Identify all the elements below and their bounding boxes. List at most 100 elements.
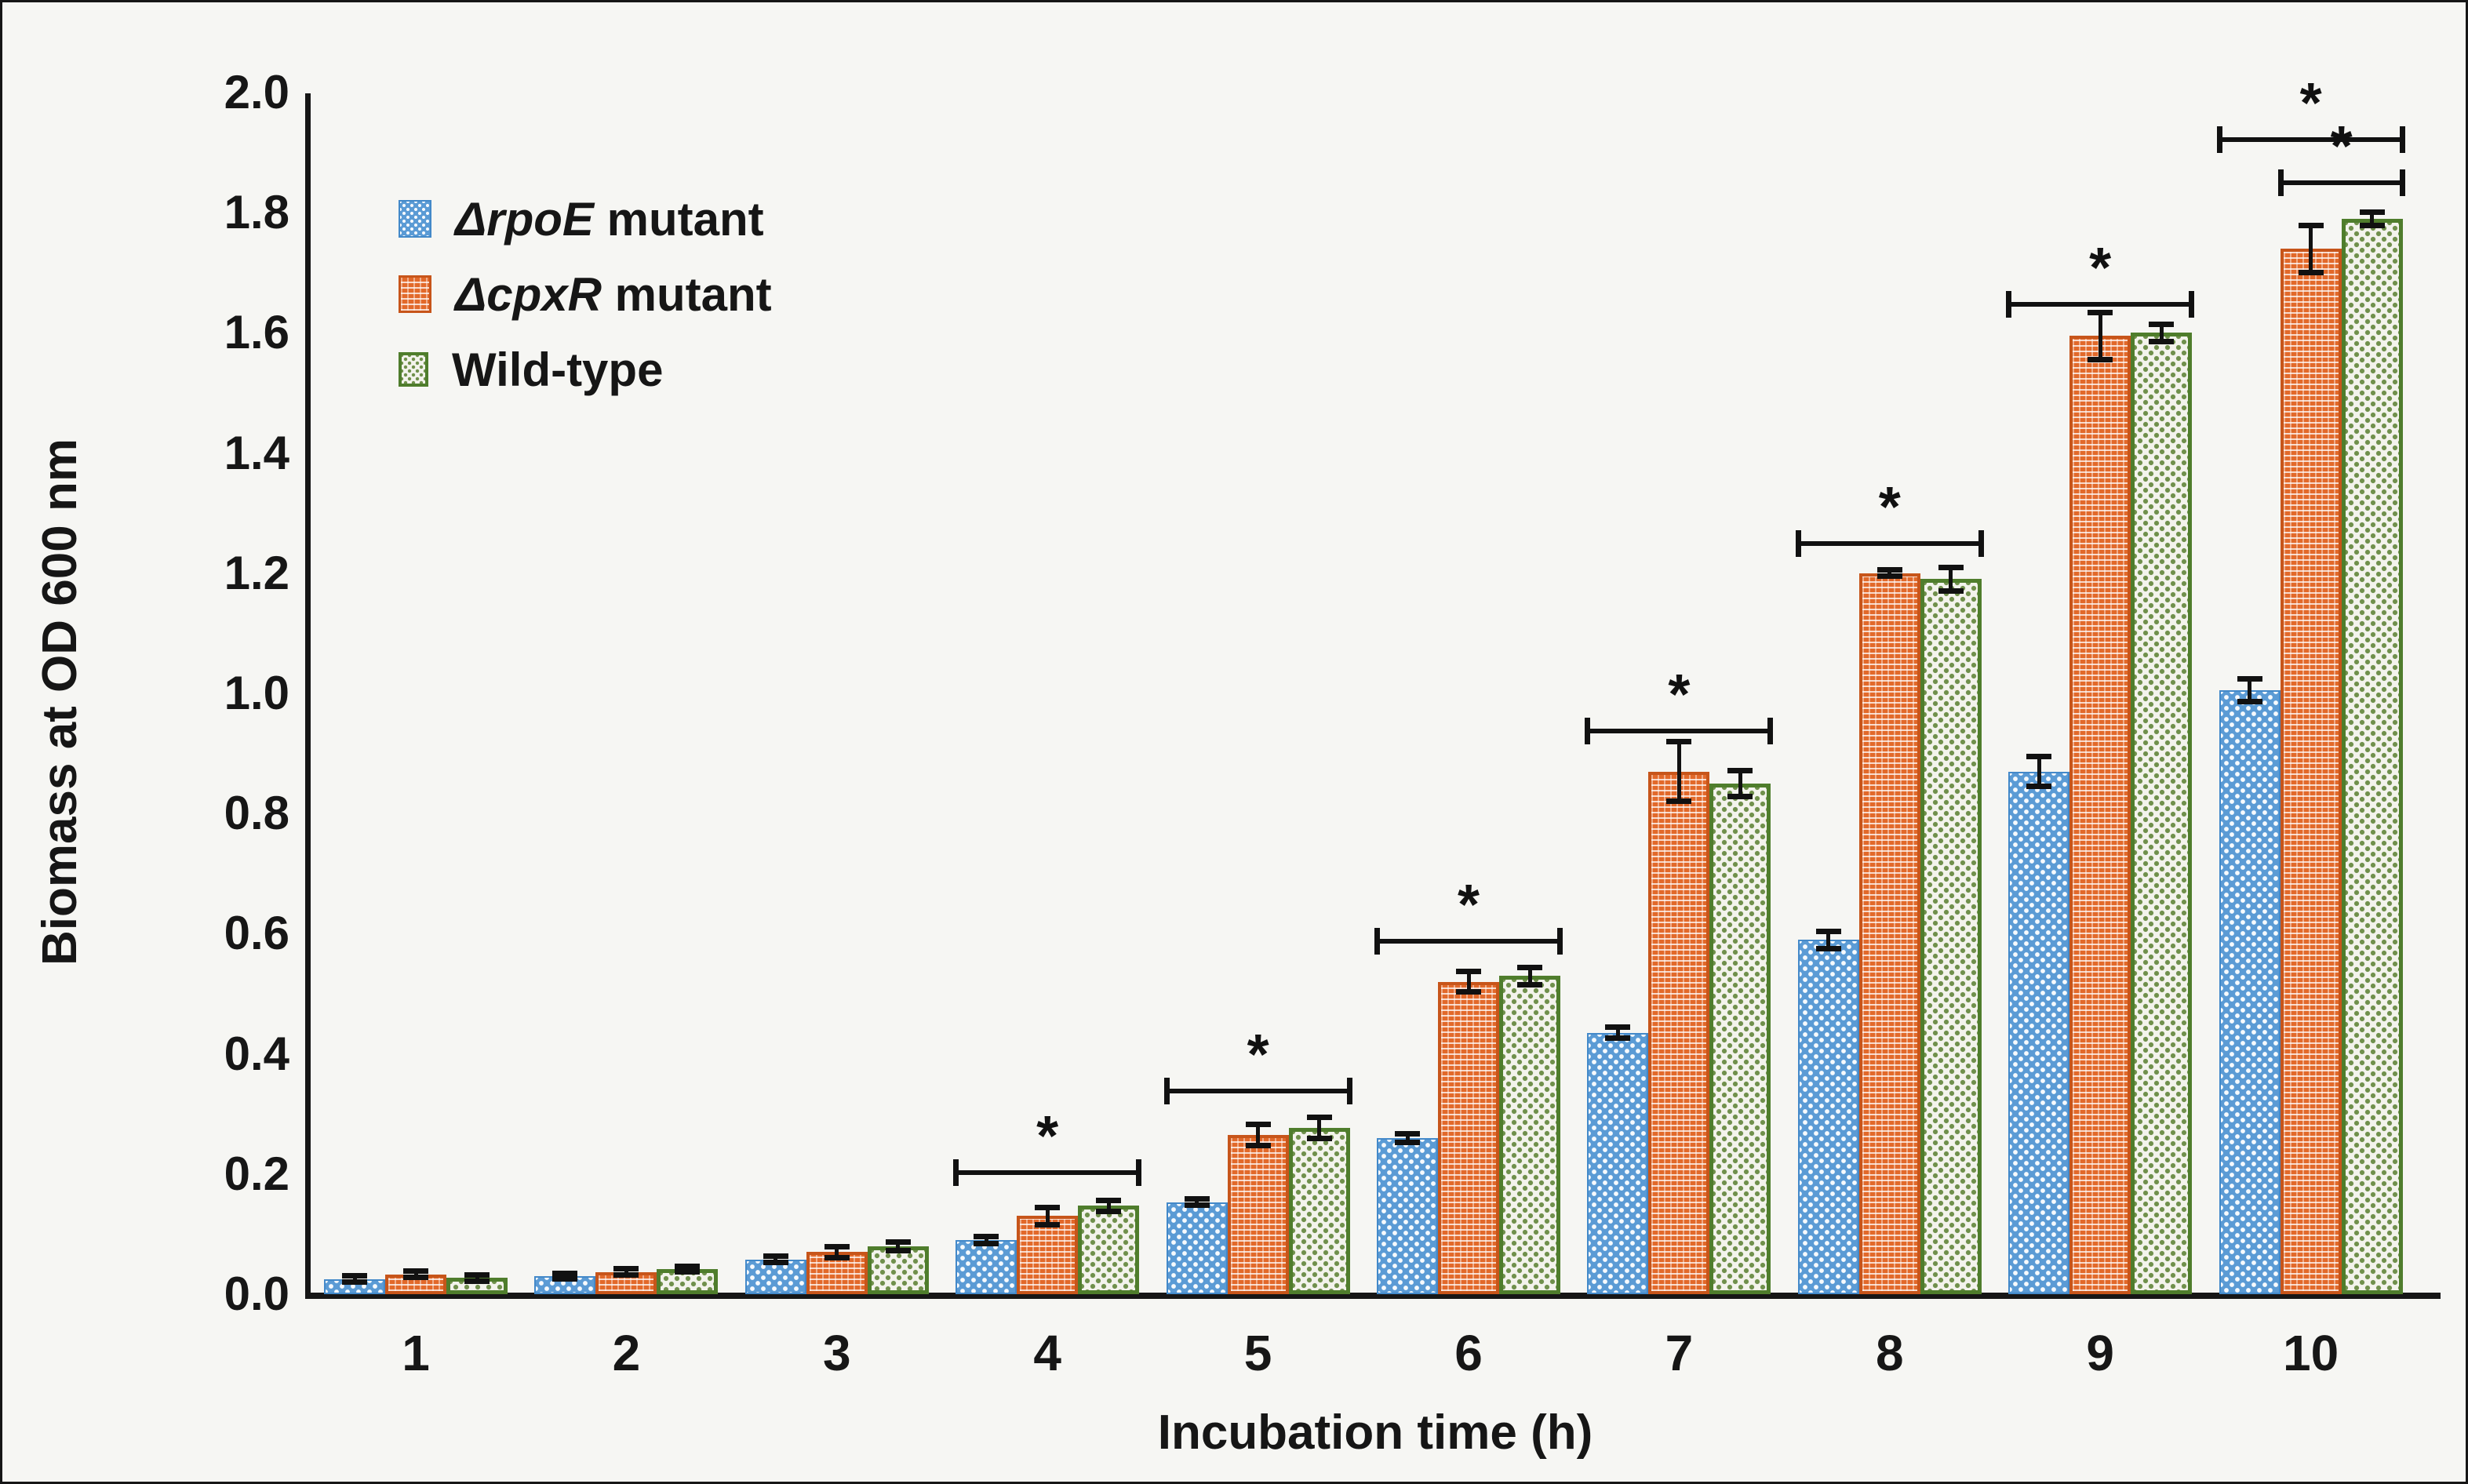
significance-bracket-cap-left (1163, 1078, 1170, 1105)
error-bar-stem (1949, 567, 1953, 591)
y-tick-label: 1.6 (224, 306, 289, 359)
error-bar-cap-top (2149, 321, 2175, 327)
bar-δrpoe-mutant-h2 (534, 1276, 596, 1294)
significance-bracket-line (1797, 541, 1982, 547)
significance-bracket-cap-right (1767, 718, 1774, 745)
y-tick-label: 1.4 (224, 426, 289, 479)
significance-bracket-line (2280, 180, 2403, 185)
bar-wild-type-h7 (1709, 783, 1771, 1294)
x-tick-label: 9 (2086, 1325, 2114, 1381)
error-bar-cap-bottom (1727, 793, 1753, 799)
error-bar-stem (2037, 756, 2041, 787)
error-bar-stem (984, 1236, 988, 1244)
y-tick-label: 0.8 (224, 787, 289, 840)
legend-item: ΔcpxR mutant (399, 266, 772, 322)
error-bar-cap-bottom (1456, 989, 1481, 995)
significance-bracket-line (1587, 729, 1771, 734)
error-bar-stem (1527, 966, 1532, 985)
error-bar-cap-top (2026, 754, 2052, 760)
significance-bracket-cap-right (2189, 291, 2195, 318)
error-bar-cap-bottom (675, 1268, 701, 1275)
error-bar-stem (2159, 323, 2164, 342)
bar-δcpxr-mutant-h7 (1648, 771, 1710, 1294)
bar-wild-type-h3 (867, 1246, 929, 1294)
bar-δrpoe-mutant-h4 (956, 1240, 1017, 1294)
bar-δrpoe-mutant-h8 (1797, 940, 1859, 1294)
error-bar-stem (475, 1274, 479, 1282)
y-tick-label: 0.4 (224, 1027, 289, 1080)
significance-asterisk: * (2299, 71, 2322, 135)
significance-asterisk: * (1878, 476, 1901, 540)
error-bar-stem (2098, 311, 2102, 360)
x-tick-label: 10 (2283, 1325, 2339, 1381)
error-bar-cap-bottom (1096, 1209, 1122, 1215)
error-bar-stem (1256, 1124, 1261, 1146)
significance-bracket-cap-left (2216, 125, 2222, 153)
significance-bracket-cap-left (2277, 169, 2284, 196)
error-bar-cap-top (675, 1263, 701, 1269)
bar-wild-type-h10 (2341, 218, 2403, 1294)
error-bar-cap-top (1517, 964, 1542, 970)
significance-asterisk: * (1457, 874, 1480, 937)
error-bar-cap-bottom (824, 1255, 850, 1261)
significance-asterisk: * (1668, 664, 1691, 727)
bar-δcpxr-mutant-h10 (2280, 249, 2342, 1294)
y-tick-label: 2.0 (224, 66, 289, 118)
error-bar-cap-top (1815, 928, 1841, 934)
legend-item: ΔrpoE mutant (399, 191, 772, 247)
error-bar-cap-bottom (342, 1279, 367, 1286)
error-bar-stem (2248, 678, 2252, 703)
x-axis-title: Incubation time (h) (1157, 1406, 1593, 1460)
error-bar-cap-bottom (885, 1247, 911, 1253)
bar-wild-type-h6 (1499, 976, 1560, 1294)
error-bar-cap-top (552, 1271, 578, 1277)
error-bar-stem (1615, 1027, 1620, 1039)
error-bar-stem (2309, 224, 2313, 273)
error-bar-cap-top (1184, 1196, 1210, 1202)
significance-bracket-cap-left (953, 1159, 959, 1187)
significance-asterisk: * (1036, 1105, 1059, 1169)
error-bar-stem (1826, 930, 1831, 949)
error-bar-cap-bottom (464, 1278, 490, 1284)
error-bar-cap-bottom (1184, 1202, 1210, 1209)
legend-label: ΔcpxR mutant (455, 267, 772, 321)
error-bar-cap-bottom (552, 1275, 578, 1282)
significance-bracket-line (956, 1170, 1140, 1176)
error-bar-cap-bottom (2026, 783, 2052, 789)
error-bar-cap-top (824, 1243, 850, 1249)
significance-bracket-cap-left (1374, 928, 1380, 955)
legend-gene-name: ΔcpxR (455, 267, 602, 321)
significance-asterisk: * (1247, 1024, 1269, 1087)
significance-bracket-line (1377, 939, 1560, 944)
bar-δcpxr-mutant-h9 (2069, 336, 2131, 1294)
legend-swatch-2 (399, 352, 428, 387)
legend-swatch-0 (399, 200, 431, 238)
legend-gene-name: ΔrpoE (455, 192, 594, 246)
error-bar-cap-bottom (1306, 1135, 1332, 1141)
error-bar-cap-top (1245, 1122, 1271, 1128)
x-tick-label: 3 (823, 1325, 851, 1381)
bar-δrpoe-mutant-h9 (2008, 771, 2070, 1294)
significance-bracket-cap-left (1585, 718, 1591, 745)
bar-δrpoe-mutant-h7 (1587, 1032, 1649, 1294)
error-bar-cap-bottom (2088, 356, 2113, 362)
significance-bracket-cap-right (1557, 928, 1563, 955)
y-tick-label: 0.2 (224, 1147, 289, 1200)
significance-bracket-cap-right (1346, 1078, 1352, 1105)
bar-δrpoe-mutant-h10 (2219, 690, 2281, 1294)
error-bar-cap-top (2359, 209, 2385, 215)
x-tick-label: 5 (1243, 1325, 1272, 1381)
x-tick-label: 8 (1876, 1325, 1904, 1381)
error-bar-cap-top (1876, 567, 1902, 573)
bar-δrpoe-mutant-h5 (1166, 1202, 1228, 1294)
y-axis-line (305, 93, 311, 1299)
legend-label: Wild-type (452, 343, 664, 396)
error-bar-cap-top (1727, 768, 1753, 774)
error-bar-cap-bottom (1876, 573, 1902, 580)
error-bar-cap-top (974, 1234, 999, 1240)
significance-bracket-line (2008, 302, 2193, 307)
x-tick-label: 2 (612, 1325, 641, 1381)
bar-wild-type-h9 (2131, 333, 2193, 1294)
error-bar-cap-bottom (1245, 1142, 1271, 1148)
